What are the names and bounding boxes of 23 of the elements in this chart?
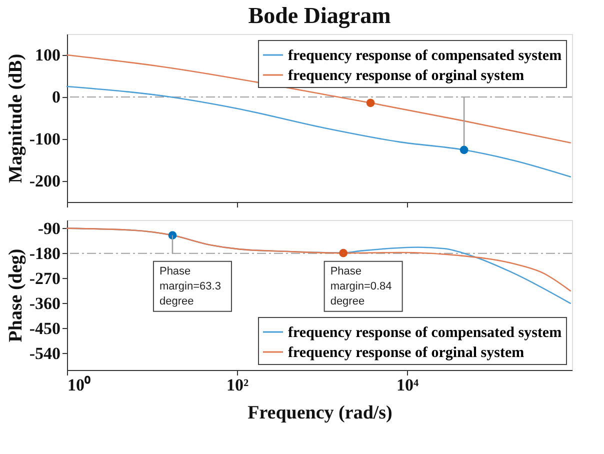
y-tick-label: -540 bbox=[29, 344, 60, 363]
y-tick-label: -450 bbox=[29, 318, 60, 338]
annotation: Phase margin=0.84 degree bbox=[330, 265, 392, 308]
legend-label: frequency response of orginal system bbox=[288, 68, 525, 84]
y-tick-label: -360 bbox=[29, 294, 60, 313]
y-tick-label: 100 bbox=[35, 46, 60, 64]
y-tick-label: -180 bbox=[29, 244, 60, 263]
y-axis-title: Magnitude (dB) bbox=[5, 54, 26, 184]
y-tick-label: -90 bbox=[38, 218, 60, 238]
y-tick-label: -270 bbox=[29, 268, 60, 288]
y-tick-label: -100 bbox=[29, 130, 60, 148]
x-tick-label: 10⁰ bbox=[68, 376, 90, 394]
x-tick-label: 10² bbox=[226, 376, 249, 394]
x-axis-title: Frequency (rad/s) bbox=[248, 402, 392, 424]
legend-label: frequency response of orginal system bbox=[288, 345, 525, 361]
chart-title: Bode Diagram bbox=[248, 3, 391, 29]
y-tick-label: -200 bbox=[29, 172, 60, 190]
y-axis-title: Phase (deg) bbox=[5, 248, 26, 342]
annotation: Phase margin=63.3 degree bbox=[159, 265, 221, 308]
y-tick-label: 0 bbox=[52, 88, 60, 106]
legend-label: frequency response of compensated system bbox=[288, 325, 562, 341]
x-tick-label: 10⁴ bbox=[396, 376, 419, 394]
legend-label: frequency response of compensated system bbox=[288, 48, 562, 64]
